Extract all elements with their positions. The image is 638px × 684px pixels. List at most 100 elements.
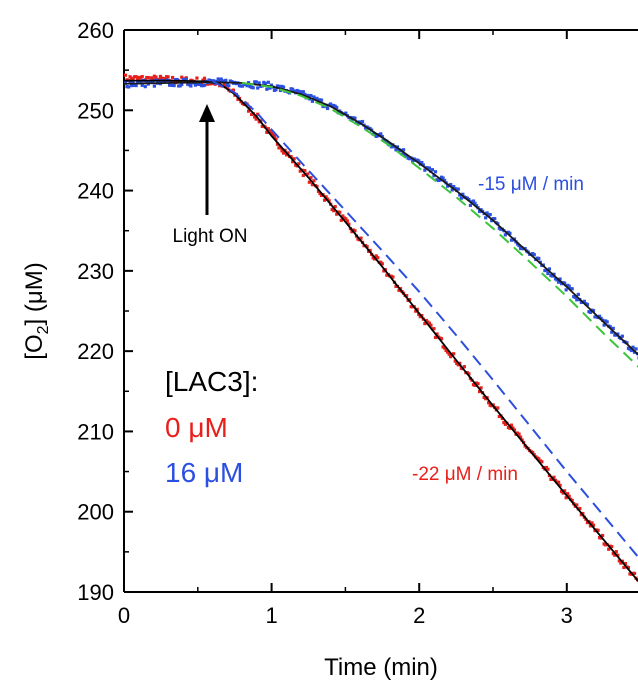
data-point [195,76,199,80]
data-point [353,229,357,233]
data-point [335,105,339,110]
data-point [322,198,327,202]
data-point [477,389,482,394]
data-point [124,73,128,77]
data-point [570,499,574,503]
data-point [344,111,348,115]
data-point [274,137,278,141]
data-point [180,75,184,79]
data-point [508,426,512,430]
data-point [552,475,556,479]
y-tick-label: 250 [77,98,114,123]
data-point [333,205,337,209]
data-point [222,82,226,86]
data-point [227,84,231,88]
data-point [240,84,245,88]
data-point [171,75,175,80]
data-point [453,187,457,191]
data-point [430,168,435,172]
data-point [301,90,305,94]
data-point [329,102,333,106]
x-tick-label: 3 [561,603,573,628]
data-point [591,309,596,313]
data-point [411,159,415,163]
data-point [256,112,260,116]
data-point [151,77,155,82]
x-tick-label: 0 [118,603,130,628]
data-point [616,553,620,557]
data-point [281,151,286,155]
data-point [380,262,384,266]
x-tick-label: 2 [413,603,425,628]
data-point [201,78,205,82]
series-1 [124,77,638,360]
data-point [550,274,555,278]
data-point [379,132,383,136]
data-point [219,77,223,81]
data-point [467,372,471,376]
data-point [257,81,261,85]
data-point [566,492,570,496]
data-point [487,401,491,405]
data-point [291,160,295,164]
data-point [423,168,427,172]
data-point [433,335,438,339]
data-point [146,76,150,80]
data-point [616,332,620,336]
data-point [397,288,401,292]
data-point [444,348,448,353]
data-point [315,96,319,101]
data-point [553,478,558,482]
data-point [345,219,349,223]
data-point [256,86,260,90]
fit-line-solid [124,81,638,356]
data-point [447,352,451,356]
data-point [246,81,251,85]
data-point [556,480,561,484]
data-point [452,184,456,189]
data-point [458,193,462,197]
y-tick-label: 240 [77,179,114,204]
data-point [496,406,500,410]
data-point [284,153,289,157]
data-point [278,146,283,150]
data-point [576,292,580,297]
data-point [303,92,307,96]
data-point [421,163,425,167]
data-point [253,115,257,119]
fit-line-dashed [212,80,638,559]
data-point [303,168,307,173]
data-point [518,435,523,439]
data-point [292,89,296,93]
data-point [429,323,433,327]
data-point [450,188,454,192]
data-point [626,566,631,570]
data-point [353,116,357,120]
data-point [251,86,255,90]
data-point [620,334,624,338]
data-point [563,489,567,493]
data-point [452,352,456,356]
data-point [575,298,579,302]
data-point [266,127,270,131]
data-point [427,166,432,170]
data-point [561,491,565,495]
data-point [389,145,394,149]
data-point [461,192,465,196]
data-point [555,278,559,282]
data-point [442,178,447,183]
data-point [202,83,207,87]
data-point [596,528,600,532]
data-point [532,253,536,257]
data-point [376,256,380,260]
data-point [622,565,626,570]
data-point [567,494,571,498]
data-point [608,325,612,329]
data-point [456,187,460,191]
x-axis-label: Time (min) [324,654,438,681]
data-point [275,142,280,146]
data-point [474,204,479,208]
data-point [152,84,156,88]
y-tick-label: 230 [77,259,114,284]
data-point [405,294,409,298]
